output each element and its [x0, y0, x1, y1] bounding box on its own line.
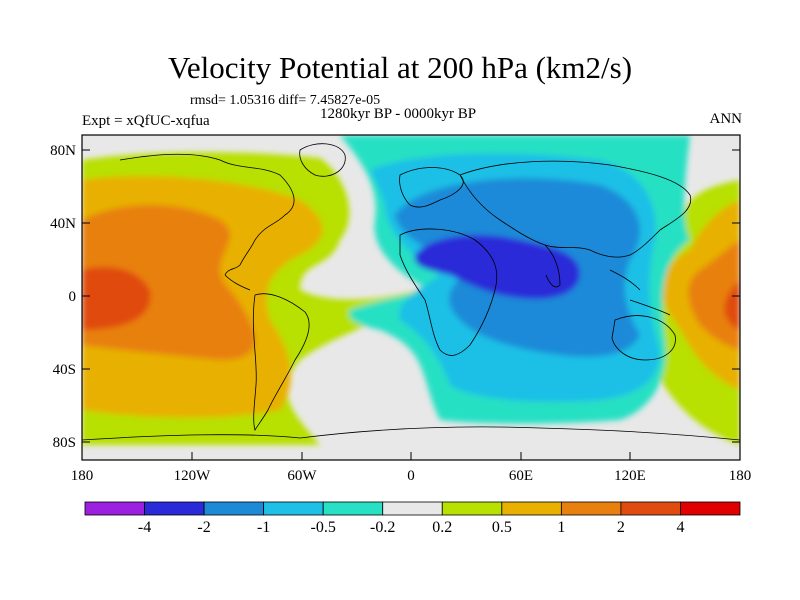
legend-label-2: -1 [256, 519, 271, 536]
lon-label-60e: 60E [509, 468, 533, 484]
lon-tick-labels: 180 120W 60W 0 60E 120E 180 [71, 468, 752, 484]
negative-2-region [414, 235, 580, 300]
lat-label-0: 0 [69, 289, 77, 305]
experiment-label: Expt = xQfUC-xqfua [82, 113, 210, 129]
legend-swatch-0 [84, 501, 145, 516]
lat-tick-marks [82, 149, 740, 443]
legend-label-4: -0.2 [370, 519, 396, 536]
lon-label-120e: 120E [614, 468, 646, 484]
legend-swatch-6 [441, 501, 503, 516]
legend-swatch-9 [620, 501, 681, 516]
legend-label-8: 2 [616, 519, 625, 536]
lat-label-40n: 40N [50, 216, 76, 232]
lon-label-180e: 180 [729, 468, 752, 484]
period-text: 1280kyr BP - 0000kyr BP [320, 106, 477, 122]
lon-label-60w: 60W [287, 468, 317, 484]
lat-label-80n: 80N [50, 143, 76, 159]
lon-label-180w: 180 [71, 468, 94, 484]
legend-label-5: 0.2 [432, 519, 453, 536]
color-legend-bar [84, 501, 741, 516]
lon-label-0: 0 [407, 468, 415, 484]
legend-label-9: 4 [676, 519, 685, 536]
lat-label-80s: 80S [53, 435, 76, 451]
lon-label-120w: 120W [174, 468, 212, 484]
legend-swatch-3 [263, 501, 324, 516]
lat-tick-labels: 80N 40N 0 40S 80S [50, 143, 76, 451]
legend-swatch-1 [144, 501, 205, 516]
stats-text: rmsd= 1.05316 diff= 7.45827e-05 [190, 93, 381, 108]
legend-swatch-7 [501, 501, 562, 516]
legend-swatch-10 [680, 501, 741, 516]
lon-tick-marks [81, 452, 741, 460]
legend-swatch-5 [382, 501, 443, 516]
legend-swatch-4 [322, 501, 384, 516]
map-title: Velocity Potential at 200 hPa (km2/s) [167, 50, 633, 85]
legend-swatch-8 [560, 501, 622, 516]
coastlines [82, 143, 740, 441]
legend-label-0: -4 [137, 519, 152, 536]
legend-label-3: -0.5 [310, 519, 336, 536]
legend-label-6: 0.5 [491, 519, 512, 536]
legend-swatch-2 [203, 501, 265, 516]
contour-fill-layer [82, 135, 740, 460]
east-positive-1-region [688, 240, 740, 350]
season-label: ANN [709, 111, 743, 127]
positive-2-region [82, 266, 151, 330]
east-positive-2-region [724, 280, 740, 330]
legend-label-1: -2 [197, 519, 211, 536]
lat-label-40s: 40S [53, 362, 76, 378]
legend-label-7: 1 [557, 519, 566, 536]
